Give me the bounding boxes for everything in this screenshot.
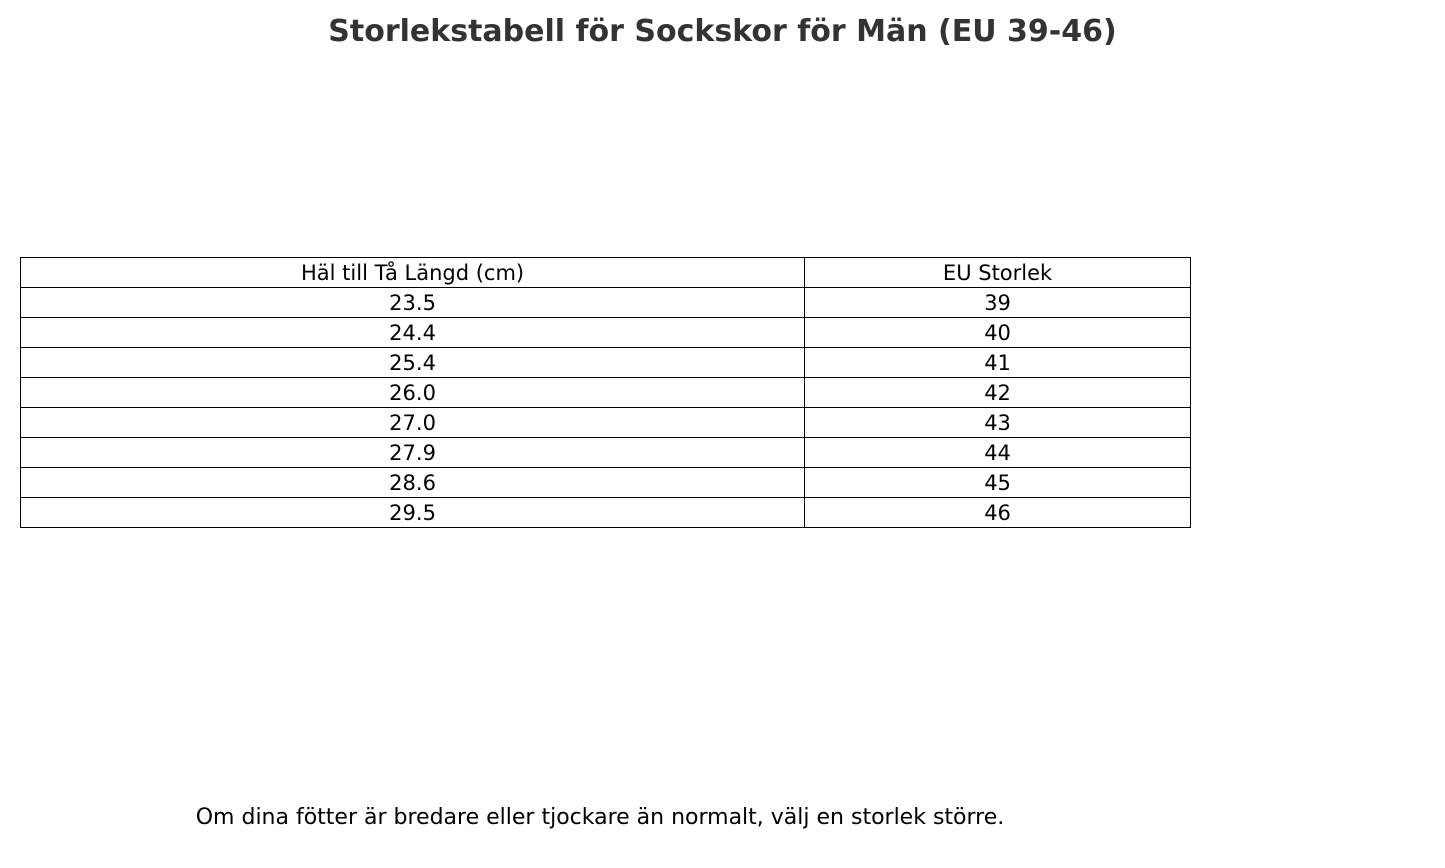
table-header-cell: EU Storlek bbox=[805, 258, 1191, 288]
table-row: 27.0 43 bbox=[21, 408, 1191, 438]
table-cell: 29.5 bbox=[21, 498, 805, 528]
table-cell: 40 bbox=[805, 318, 1191, 348]
table-cell: 28.6 bbox=[21, 468, 805, 498]
table-header-cell: Häl till Tå Längd (cm) bbox=[21, 258, 805, 288]
table-row: 25.4 41 bbox=[21, 348, 1191, 378]
table-header-row: Häl till Tå Längd (cm) EU Storlek bbox=[21, 258, 1191, 288]
size-chart-table: Häl till Tå Längd (cm) EU Storlek 23.5 3… bbox=[20, 257, 1191, 528]
table-cell: 44 bbox=[805, 438, 1191, 468]
table-row: 27.9 44 bbox=[21, 438, 1191, 468]
table-cell: 23.5 bbox=[21, 288, 805, 318]
page-title: Storlekstabell för Sockskor för Män (EU … bbox=[0, 0, 1445, 49]
table-cell: 27.9 bbox=[21, 438, 805, 468]
table-row: 29.5 46 bbox=[21, 498, 1191, 528]
table-cell: 24.4 bbox=[21, 318, 805, 348]
table-cell: 25.4 bbox=[21, 348, 805, 378]
table-cell: 43 bbox=[805, 408, 1191, 438]
table-cell: 26.0 bbox=[21, 378, 805, 408]
footer-note: Om dina fötter är bredare eller tjockare… bbox=[0, 805, 1200, 830]
table-row: 23.5 39 bbox=[21, 288, 1191, 318]
table-row: 28.6 45 bbox=[21, 468, 1191, 498]
table-cell: 45 bbox=[805, 468, 1191, 498]
table-row: 24.4 40 bbox=[21, 318, 1191, 348]
table-row: 26.0 42 bbox=[21, 378, 1191, 408]
table-cell: 46 bbox=[805, 498, 1191, 528]
table-cell: 27.0 bbox=[21, 408, 805, 438]
table-cell: 42 bbox=[805, 378, 1191, 408]
table-cell: 39 bbox=[805, 288, 1191, 318]
table-cell: 41 bbox=[805, 348, 1191, 378]
